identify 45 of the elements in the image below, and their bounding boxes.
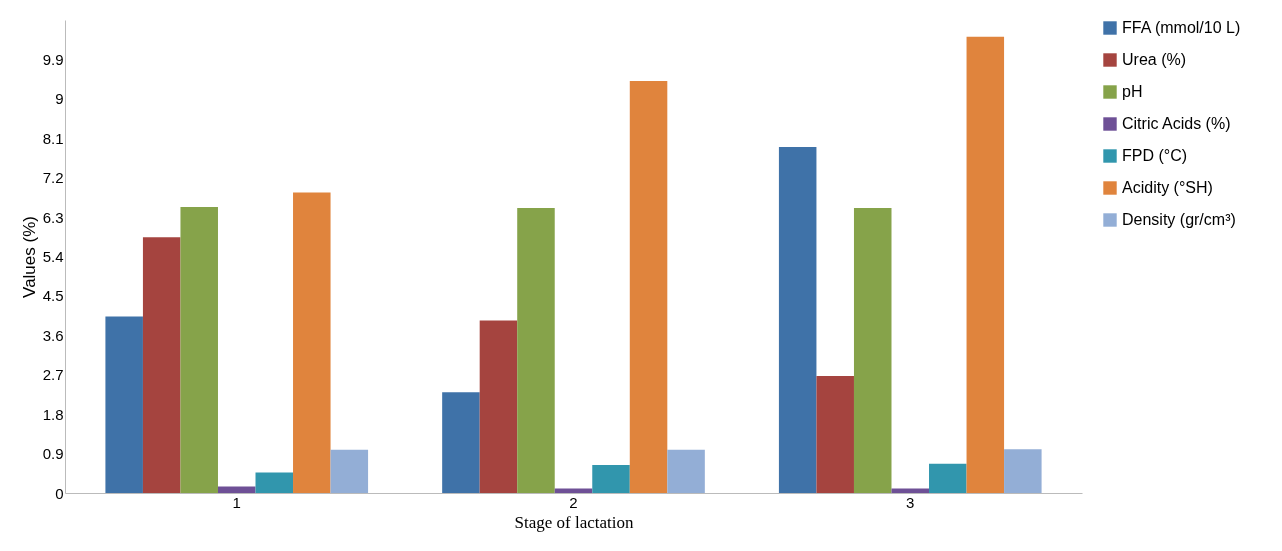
bar <box>966 36 1005 493</box>
bar <box>479 320 518 493</box>
x-tick-label: 2 <box>569 493 578 511</box>
y-tick-label: 6.3 <box>42 208 64 226</box>
bar <box>554 488 593 493</box>
y-tick-label: 7.2 <box>42 169 64 187</box>
y-tick-label: 2.7 <box>42 366 64 384</box>
legend-label: Citric Acids (%) <box>1122 115 1231 132</box>
legend-label: FPD (°C) <box>1122 147 1188 164</box>
bar <box>891 488 930 493</box>
bar <box>142 237 181 493</box>
bar <box>816 376 854 493</box>
bar <box>629 80 668 493</box>
legend-label: Urea (%) <box>1122 51 1187 68</box>
legend-label: Acidity (°SH) <box>1122 179 1213 196</box>
y-axis-title: Values (%) <box>19 216 39 298</box>
bar <box>217 486 256 493</box>
bar <box>293 192 331 493</box>
bar <box>778 147 817 493</box>
bar <box>330 449 369 493</box>
y-tick-label: 5.4 <box>42 248 64 265</box>
x-tick-label: 3 <box>906 493 915 511</box>
bar <box>517 207 555 493</box>
legend-label: FFA (mmol/10 L) <box>1122 19 1241 36</box>
y-tick-label: 0 <box>55 484 64 502</box>
bar <box>255 472 294 493</box>
y-tick-label: 8.1 <box>42 129 64 147</box>
x-tick-label: 1 <box>232 493 241 511</box>
bar <box>853 207 892 493</box>
x-axis-title: Stage of lactation <box>514 512 634 532</box>
bar <box>1004 449 1042 493</box>
bar <box>929 463 967 493</box>
legend-label: pH <box>1122 83 1143 100</box>
bar <box>667 449 705 493</box>
y-tick-label: 0.9 <box>42 445 64 463</box>
bar <box>180 207 218 493</box>
legend-label: Density (gr/cm³) <box>1122 211 1236 228</box>
bar <box>592 464 630 493</box>
y-tick-label: 9 <box>55 90 64 108</box>
y-tick-label: 9.9 <box>42 50 64 68</box>
y-tick-label: 3.6 <box>42 326 64 344</box>
y-tick-label: 1.8 <box>42 405 64 423</box>
y-tick-label: 4.5 <box>42 287 64 305</box>
bar <box>105 316 143 493</box>
bar <box>442 392 480 493</box>
